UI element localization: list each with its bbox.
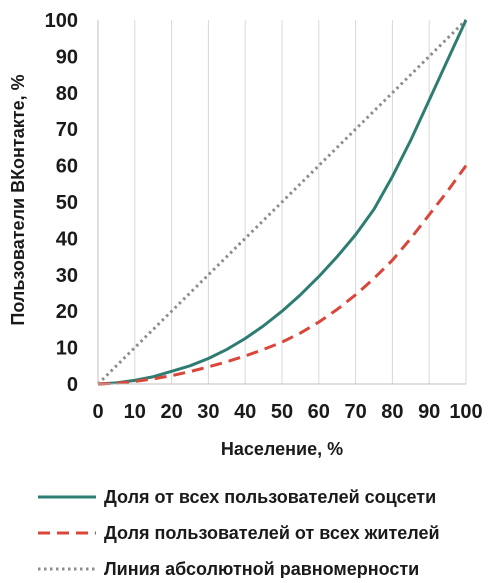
series-lines [96,18,468,386]
legend: Доля от всех пользователей соцсети Доля п… [38,487,440,579]
y-tick-label: 80 [56,83,78,105]
x-tick-label: 0 [92,401,103,423]
x-tick-label: 20 [160,401,182,423]
y-tick-label: 100 [45,10,78,32]
y-tick-label: 0 [67,374,78,396]
x-tick-label: 90 [418,401,440,423]
y-tick-label: 20 [56,301,78,323]
y-tick-label: 90 [56,46,78,68]
x-tick-label: 50 [271,401,293,423]
x-tick-label: 80 [381,401,403,423]
x-tick-label: 10 [124,401,146,423]
legend-label-3: Линия абсолютной равномерности [104,559,419,578]
y-axis-title: Пользователи ВКонтакте, % [8,74,28,325]
x-tick-label: 70 [344,401,366,423]
x-tick-label: 60 [308,401,330,423]
axes: 0 10 20 30 40 50 60 70 80 90 100 0 10 20 30 40 50 60 70 80 9… [45,10,483,423]
legend-label-1: Доля от всех пользователей соцсети [104,487,436,507]
y-tick-label: 70 [56,119,78,141]
y-tick-label: 10 [56,338,78,360]
x-tick-label: 40 [234,401,256,423]
legend-label-2: Доля пользователей от всех жителей [104,523,440,543]
grid [134,20,467,384]
x-axis-title: Население, % [221,439,343,459]
series-line-3 [96,18,468,386]
series-line-2 [97,164,468,386]
y-tick-label: 30 [56,265,78,287]
y-tick-label: 40 [56,228,78,250]
x-tick-label: 30 [197,401,219,423]
x-tick-label: 100 [449,401,482,423]
y-tick-label: 50 [56,192,78,214]
series-line-1 [97,19,468,386]
y-tick-label: 60 [56,156,78,178]
